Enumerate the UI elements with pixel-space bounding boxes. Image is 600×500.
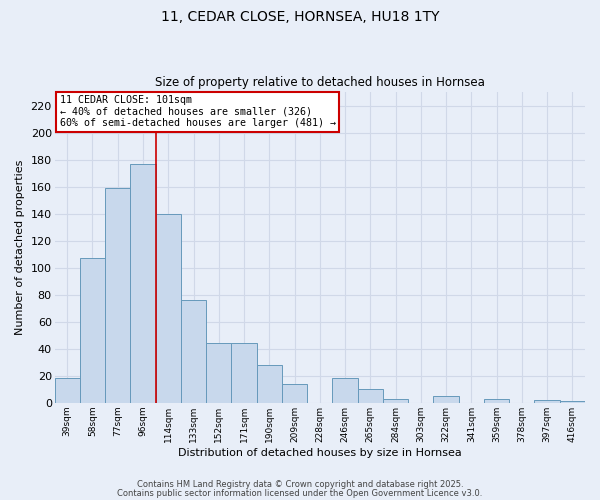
Bar [181,300,206,403]
Text: 11 CEDAR CLOSE: 101sqm
← 40% of detached houses are smaller (326)
60% of semi-de: 11 CEDAR CLOSE: 101sqm ← 40% of detached… [60,95,336,128]
Bar [155,214,181,403]
Bar [206,344,232,403]
Bar [383,398,408,403]
Bar [55,378,80,403]
Bar [257,365,282,403]
X-axis label: Distribution of detached houses by size in Hornsea: Distribution of detached houses by size … [178,448,461,458]
Bar [433,396,459,403]
Bar [535,400,560,403]
Bar [484,398,509,403]
Bar [80,258,105,403]
Bar [358,390,383,403]
Bar [332,378,358,403]
Text: Contains public sector information licensed under the Open Government Licence v3: Contains public sector information licen… [118,488,482,498]
Bar [130,164,155,403]
Bar [105,188,130,403]
Bar [232,344,257,403]
Y-axis label: Number of detached properties: Number of detached properties [15,160,25,335]
Text: Contains HM Land Registry data © Crown copyright and database right 2025.: Contains HM Land Registry data © Crown c… [137,480,463,489]
Bar [282,384,307,403]
Title: Size of property relative to detached houses in Hornsea: Size of property relative to detached ho… [155,76,485,90]
Text: 11, CEDAR CLOSE, HORNSEA, HU18 1TY: 11, CEDAR CLOSE, HORNSEA, HU18 1TY [161,10,439,24]
Bar [560,402,585,403]
